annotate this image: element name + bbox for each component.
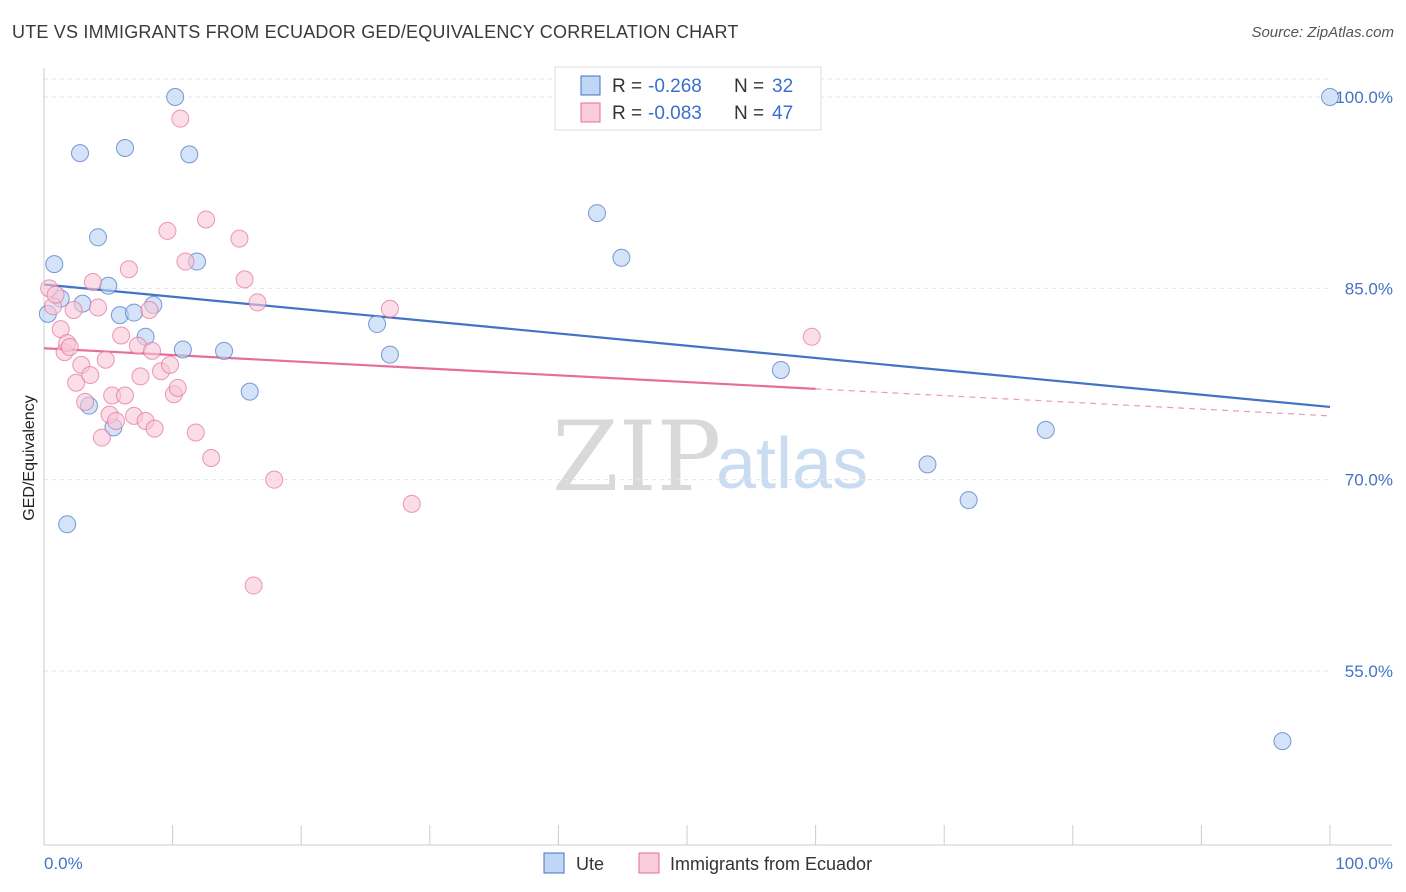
point-ecuador-40 <box>244 576 263 595</box>
point-ecuador-36 <box>197 210 216 229</box>
ecuador-stats-swatch <box>580 102 601 123</box>
point-ute-5 <box>71 144 90 163</box>
point-ecuador-18 <box>112 326 131 345</box>
point-ecuador-19 <box>116 386 135 405</box>
point-ecuador-33 <box>171 109 190 128</box>
point-ecuador-27 <box>145 419 164 438</box>
watermark: ZIP atlas <box>552 401 868 513</box>
watermark-atlas: atlas <box>716 424 868 504</box>
point-ecuador-14 <box>96 350 115 369</box>
watermark-zip: ZIP <box>552 401 721 513</box>
bottom-legend: Ute Immigrants from Ecuador <box>543 852 872 874</box>
point-ecuador-46 <box>46 285 65 304</box>
point-ecuador-23 <box>131 367 150 386</box>
stats-legend-box: R = -0.268 N = 32 R = -0.083 N = 47 <box>554 66 822 131</box>
legend-swatch-ute <box>543 852 565 874</box>
ecuador-r-label: R = <box>612 103 642 124</box>
point-ecuador-12 <box>89 298 108 317</box>
point-ecuador-13 <box>92 428 111 447</box>
ute-r-label: R = <box>612 76 642 97</box>
point-ute-15 <box>166 88 185 106</box>
point-ute-26 <box>771 360 790 379</box>
y-tick-label-1: 85.0% <box>1345 279 1393 298</box>
point-ecuador-25 <box>140 301 159 320</box>
point-ecuador-7 <box>67 373 86 392</box>
point-ecuador-26 <box>143 341 162 360</box>
y-tick-label-2: 70.0% <box>1345 471 1393 490</box>
point-ute-28 <box>959 491 978 510</box>
point-ecuador-39 <box>235 270 254 289</box>
point-ecuador-30 <box>161 355 180 374</box>
point-ute-19 <box>215 341 234 360</box>
legend-swatch-ecuador <box>638 852 660 874</box>
y-tick-label-3: 55.0% <box>1345 662 1393 681</box>
trend-line-ecuador <box>43 347 816 390</box>
point-ute-6 <box>89 228 108 247</box>
point-ute-21 <box>368 315 387 334</box>
point-ecuador-9 <box>76 392 95 411</box>
point-ecuador-42 <box>265 470 284 489</box>
chart-source: Source: ZipAtlas.com <box>1251 24 1394 41</box>
point-ecuador-43 <box>380 299 399 318</box>
ecuador-n-value: 47 <box>772 103 793 124</box>
ute-r-value: -0.268 <box>648 76 702 97</box>
y-tick-labels: 100.0% 85.0% 70.0% 55.0% <box>1335 88 1393 681</box>
legend-label-ecuador: Immigrants from Ecuador <box>670 854 872 874</box>
chart-title: UTE VS IMMIGRANTS FROM ECUADOR GED/EQUIV… <box>12 22 739 42</box>
point-ute-31 <box>1321 88 1339 106</box>
x-tick-label-end: 100.0% <box>1335 854 1393 873</box>
point-ecuador-32 <box>168 378 187 397</box>
y-tick-label-0: 100.0% <box>1335 88 1393 107</box>
point-ecuador-45 <box>802 327 821 346</box>
point-ute-20 <box>240 382 259 401</box>
trend-lines <box>43 283 1331 417</box>
point-ute-24 <box>612 248 631 267</box>
x-tick-label-start: 0.0% <box>44 854 83 873</box>
data-points <box>38 88 1339 751</box>
point-ute-16 <box>173 340 192 359</box>
point-ute-3 <box>58 515 77 534</box>
point-ute-12 <box>125 303 144 322</box>
point-ecuador-11 <box>83 272 102 291</box>
point-ecuador-37 <box>202 448 221 467</box>
point-ecuador-44 <box>402 494 421 513</box>
grid-lines <box>44 78 1330 672</box>
trend-line-ecuador-extension <box>815 388 1331 417</box>
point-ute-30 <box>1273 732 1292 751</box>
point-ecuador-6 <box>64 301 83 320</box>
point-ecuador-41 <box>248 293 267 312</box>
x-tick-labels: 0.0% 100.0% <box>44 854 1393 873</box>
point-ute-29 <box>1036 420 1055 439</box>
point-ute-23 <box>587 204 606 223</box>
point-ecuador-38 <box>230 229 249 248</box>
ute-n-label: N = <box>734 76 764 97</box>
ecuador-n-label: N = <box>734 103 764 124</box>
point-ecuador-35 <box>186 423 205 442</box>
ute-stats-swatch <box>580 75 601 96</box>
point-ecuador-17 <box>107 411 126 430</box>
point-ecuador-5 <box>60 338 79 357</box>
ecuador-r-value: -0.083 <box>648 103 702 124</box>
point-ute-1 <box>45 255 64 274</box>
point-ute-11 <box>116 139 135 158</box>
point-ute-22 <box>380 345 399 364</box>
trend-line-ute <box>43 283 1331 409</box>
point-ecuador-10 <box>81 366 100 385</box>
legend-label-ute: Ute <box>576 854 604 874</box>
point-ecuador-20 <box>119 260 138 279</box>
point-ute-17 <box>180 145 199 164</box>
point-ute-8 <box>99 276 118 295</box>
point-ecuador-34 <box>176 252 195 271</box>
point-ute-27 <box>918 455 937 474</box>
axes <box>43 68 1392 846</box>
ute-n-value: 32 <box>772 76 793 97</box>
point-ecuador-29 <box>158 221 177 240</box>
